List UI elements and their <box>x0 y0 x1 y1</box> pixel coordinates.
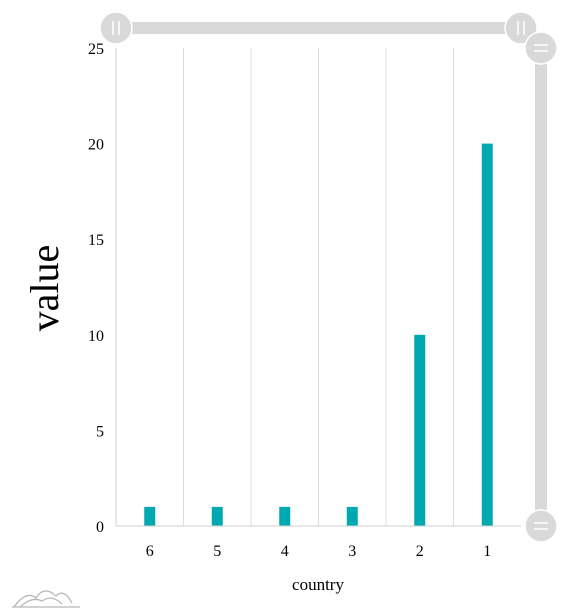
horizontal-scrollbar-start-grip[interactable] <box>99 11 133 45</box>
y-tick-label: 20 <box>88 137 104 154</box>
x-tick-label: 5 <box>213 543 221 560</box>
bar-5[interactable] <box>211 506 223 526</box>
x-tick-labels: 6 5 4 3 2 1 <box>146 543 492 560</box>
bar-1[interactable] <box>481 143 493 526</box>
vertical-scrollbar[interactable] <box>524 31 558 543</box>
y-axis-title: value <box>22 245 67 332</box>
x-axis-title: country <box>292 575 344 594</box>
horizontal-scrollbar-track[interactable] <box>116 22 522 34</box>
vertical-scrollbar-bottom-grip[interactable] <box>524 509 558 543</box>
horizontal-scrollbar[interactable] <box>99 11 538 45</box>
x-tick-label: 3 <box>348 543 356 560</box>
x-tick-label: 6 <box>146 543 154 560</box>
y-tick-label: 15 <box>88 232 104 249</box>
watermark-logo-icon <box>12 590 80 608</box>
bar-2[interactable] <box>414 334 426 526</box>
axes <box>115 48 521 527</box>
y-tick-labels: 0 5 10 15 20 25 <box>88 41 104 536</box>
bar-6[interactable] <box>144 506 156 526</box>
vertical-scrollbar-track[interactable] <box>535 48 547 526</box>
bars <box>144 143 493 526</box>
y-tick-label: 25 <box>88 41 104 58</box>
y-tick-label: 5 <box>96 423 104 440</box>
vertical-scrollbar-top-grip[interactable] <box>524 31 558 65</box>
horizontal-scrollbar-end-grip[interactable] <box>504 11 538 45</box>
x-tick-label: 1 <box>483 543 491 560</box>
x-tick-label: 2 <box>416 543 424 560</box>
x-tick-label: 4 <box>281 543 289 560</box>
gridlines <box>183 48 454 526</box>
bar-3[interactable] <box>346 506 358 526</box>
y-tick-label: 10 <box>88 328 104 345</box>
y-tick-label: 0 <box>96 519 104 536</box>
bar-4[interactable] <box>279 506 291 526</box>
